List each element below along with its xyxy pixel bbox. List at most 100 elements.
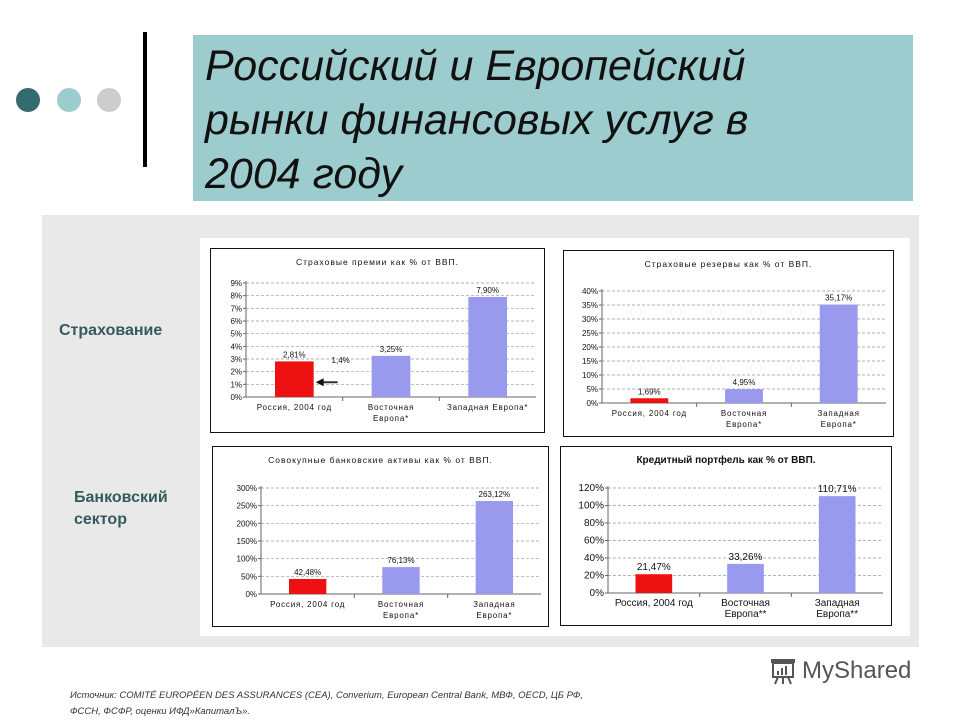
chart-insurance-premiums: Страховые премии как % от ВВП. 0% 1% 2% 3% 4%…	[210, 248, 545, 433]
svg-text:0%: 0%	[590, 588, 605, 599]
svg-text:2%: 2%	[230, 368, 242, 377]
title-banner: Российский и Европейский рынки финансовы…	[193, 35, 913, 201]
banking-label: Банковский сектор	[74, 487, 168, 531]
svg-text:Восточная: Восточная	[721, 409, 767, 418]
svg-text:Страховые резервы как % от ВВП: Страховые резервы как % от ВВП.	[645, 259, 813, 269]
svg-text:Европа*: Европа*	[383, 611, 419, 620]
bullet-dot-gray	[97, 88, 121, 112]
banking-label-line-2: сектор	[74, 511, 127, 528]
svg-text:Страховые премии как % от ВВП.: Страховые премии как % от ВВП.	[296, 257, 459, 267]
svg-text:300%: 300%	[237, 484, 257, 493]
bar-1	[382, 567, 420, 594]
svg-text:Европа**: Европа**	[725, 609, 767, 620]
svg-text:Россия, 2004 год: Россия, 2004 год	[257, 403, 332, 412]
svg-text:100%: 100%	[237, 555, 257, 564]
svg-text:15%: 15%	[582, 357, 598, 366]
svg-text:60%: 60%	[584, 536, 604, 547]
svg-text:1,4%: 1,4%	[332, 356, 350, 365]
svg-text:Западная Европа*: Западная Европа*	[447, 403, 528, 412]
bar-0	[635, 574, 673, 593]
bar-2	[819, 304, 858, 403]
svg-text:Восточная: Восточная	[368, 403, 414, 412]
svg-text:25%: 25%	[582, 329, 598, 338]
title-line-3: 2004 году	[205, 150, 403, 198]
title-line-2: рынки финансовых услуг в	[205, 96, 749, 144]
bar-0	[275, 361, 314, 397]
svg-text:20%: 20%	[584, 571, 604, 582]
svg-text:0%: 0%	[245, 590, 257, 599]
svg-text:1%: 1%	[230, 380, 242, 389]
svg-text:200%: 200%	[237, 519, 257, 528]
chart-credit-portfolio: Кредитный портфель как % от ВВП. 0% 20% 40%…	[560, 446, 892, 626]
svg-text:42,48%: 42,48%	[294, 568, 321, 577]
svg-text:7%: 7%	[230, 304, 242, 313]
svg-text:Европа**: Европа**	[816, 609, 858, 620]
chart-insurance-reserves: Страховые резервы как % от ВВП. 0% 5% 10% 15…	[563, 250, 894, 437]
svg-text:Совокупные банковские активы к: Совокупные банковские активы как % от ВВ…	[268, 455, 493, 465]
watermark-text: MyShared	[802, 657, 912, 684]
svg-text:Западная: Западная	[473, 600, 515, 609]
bar-1	[725, 389, 763, 403]
svg-text:20%: 20%	[582, 343, 598, 352]
svg-text:250%: 250%	[237, 502, 257, 511]
chart-bank-assets: Совокупные банковские активы как % от ВВ…	[212, 446, 549, 627]
svg-text:3,25%: 3,25%	[380, 345, 403, 354]
svg-text:40%: 40%	[584, 553, 604, 564]
svg-text:150%: 150%	[237, 537, 257, 546]
presentation-board-icon	[771, 659, 795, 685]
svg-text:7,90%: 7,90%	[476, 286, 499, 295]
svg-text:9%: 9%	[230, 279, 242, 288]
svg-text:Европа*: Европа*	[821, 420, 857, 429]
svg-text:100%: 100%	[578, 501, 604, 512]
bar-2	[475, 501, 513, 594]
page-title: Российский и Европейский рынки финансовы…	[205, 39, 748, 201]
svg-text:40%: 40%	[582, 287, 598, 296]
watermark-logo: MyShared	[768, 656, 911, 686]
svg-text:Европа*: Европа*	[726, 420, 762, 429]
svg-text:2,81%: 2,81%	[283, 350, 306, 359]
svg-text:10%: 10%	[582, 371, 598, 380]
svg-text:Восточная: Восточная	[378, 600, 424, 609]
svg-text:5%: 5%	[586, 385, 598, 394]
svg-text:120%: 120%	[578, 483, 604, 494]
svg-text:50%: 50%	[241, 572, 257, 581]
title-divider	[143, 32, 147, 167]
svg-text:33,26%: 33,26%	[729, 552, 763, 563]
svg-text:35%: 35%	[582, 301, 598, 310]
svg-text:76,13%: 76,13%	[387, 556, 414, 565]
insurance-label: Страхование	[59, 322, 163, 339]
svg-text:21,47%: 21,47%	[637, 562, 671, 573]
bar-0	[289, 578, 327, 594]
bullet-dot-dark	[16, 88, 40, 112]
svg-text:30%: 30%	[582, 315, 598, 324]
svg-text:4%: 4%	[230, 342, 242, 351]
source-line-2: ФССН, ФСФР, оценки ИФД»КапиталЪ».	[70, 706, 251, 717]
svg-text:4,95%: 4,95%	[733, 378, 756, 387]
svg-text:Россия, 2004 год: Россия, 2004 год	[270, 600, 345, 609]
svg-text:0%: 0%	[586, 399, 598, 408]
svg-text:5%: 5%	[230, 330, 242, 339]
source-line-1: Источник: COMITÉ EUROPÉEN DES ASSURANCES…	[70, 690, 583, 701]
bullet-dot-light	[57, 88, 81, 112]
bar-2	[818, 496, 856, 593]
svg-text:80%: 80%	[584, 518, 604, 529]
svg-text:6%: 6%	[230, 317, 242, 326]
source-note: Источник: COMITÉ EUROPÉEN DES ASSURANCES…	[70, 688, 583, 720]
svg-text:35,17%: 35,17%	[825, 294, 852, 303]
svg-text:Восточная: Восточная	[721, 598, 770, 609]
svg-text:Западная: Западная	[817, 409, 859, 418]
bar-2	[468, 296, 507, 397]
svg-text:Европа*: Европа*	[476, 611, 512, 620]
bar-0	[630, 398, 669, 403]
svg-text:Россия, 2004 год: Россия, 2004 год	[612, 409, 687, 418]
svg-text:263,12%: 263,12%	[479, 490, 511, 499]
svg-text:3%: 3%	[230, 355, 242, 364]
svg-text:1,69%: 1,69%	[638, 387, 661, 396]
banking-label-line-1: Банковский	[74, 489, 168, 506]
svg-text:110,71%: 110,71%	[818, 484, 857, 495]
svg-text:Европа*: Европа*	[373, 414, 409, 423]
svg-text:Кредитный портфель как % от ВВ: Кредитный портфель как % от ВВП.	[636, 454, 815, 466]
svg-text:8%: 8%	[230, 292, 242, 301]
svg-text:Россия, 2004 год: Россия, 2004 год	[615, 598, 693, 609]
bar-1	[371, 355, 411, 397]
